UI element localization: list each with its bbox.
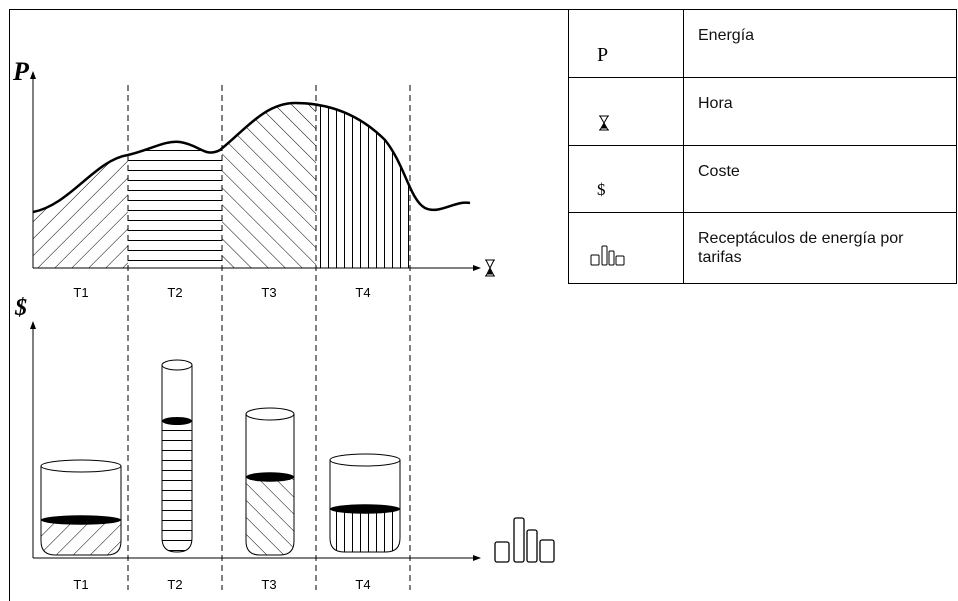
liquid-surface xyxy=(41,515,121,525)
period-label: T4 xyxy=(355,577,370,592)
frame xyxy=(9,9,957,601)
container xyxy=(40,466,122,556)
period-label: T3 xyxy=(261,577,276,592)
period-area xyxy=(222,103,316,268)
hourglass-icon xyxy=(599,115,609,131)
container xyxy=(161,365,193,553)
period-area xyxy=(33,155,128,268)
liquid xyxy=(41,520,121,555)
legend-text: Receptáculos de energía por tarifas xyxy=(698,230,904,266)
container-rim xyxy=(329,453,401,467)
period-area xyxy=(316,104,410,268)
cost-label: $ xyxy=(14,295,27,321)
legend-symbol: $ xyxy=(597,180,606,199)
period-label: T1 xyxy=(73,285,88,300)
period-area xyxy=(128,141,222,268)
legend-text: Energía xyxy=(698,27,755,44)
container-rim xyxy=(161,359,193,371)
period-label: T2 xyxy=(167,285,182,300)
container-rim xyxy=(245,407,295,421)
bins-icon xyxy=(494,517,555,563)
liquid xyxy=(246,477,294,555)
liquid xyxy=(162,421,192,552)
liquid-surface xyxy=(246,472,294,482)
liquid xyxy=(330,509,400,552)
container xyxy=(329,460,401,553)
energy-area xyxy=(33,103,410,268)
legend-text: Hora xyxy=(698,95,733,112)
period-label: T1 xyxy=(73,577,88,592)
period-label: T4 xyxy=(355,285,370,300)
power-label: P xyxy=(12,57,30,86)
liquid-surface xyxy=(330,504,400,514)
hourglass-icon xyxy=(485,259,495,277)
period-label: T3 xyxy=(261,285,276,300)
axes xyxy=(30,71,481,561)
container xyxy=(245,414,295,556)
period-label: T2 xyxy=(167,577,182,592)
dividers xyxy=(127,85,411,590)
containers xyxy=(40,359,401,556)
liquid-surface xyxy=(162,417,192,425)
legend-symbol: P xyxy=(597,44,609,66)
bins-icon xyxy=(590,245,625,266)
legend-text: Coste xyxy=(698,163,740,180)
container-rim xyxy=(40,459,122,473)
